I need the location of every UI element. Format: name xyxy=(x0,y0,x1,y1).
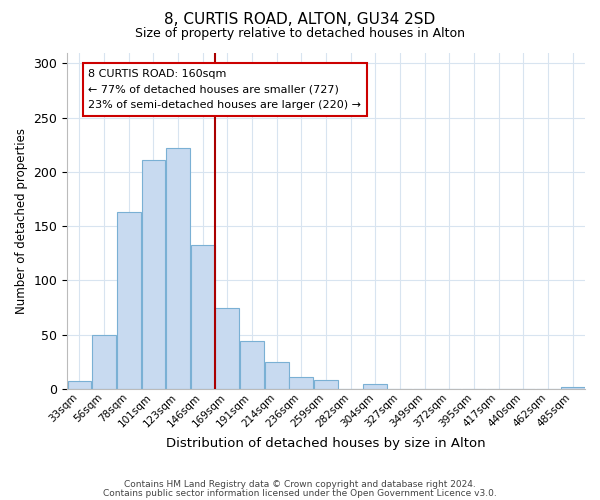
Text: 8, CURTIS ROAD, ALTON, GU34 2SD: 8, CURTIS ROAD, ALTON, GU34 2SD xyxy=(164,12,436,28)
Text: Contains public sector information licensed under the Open Government Licence v3: Contains public sector information licen… xyxy=(103,488,497,498)
Bar xyxy=(142,160,166,389)
Bar xyxy=(314,380,338,389)
X-axis label: Distribution of detached houses by size in Alton: Distribution of detached houses by size … xyxy=(166,437,486,450)
Bar xyxy=(215,308,239,389)
Bar xyxy=(68,382,91,389)
Bar xyxy=(117,212,141,389)
Text: Contains HM Land Registry data © Crown copyright and database right 2024.: Contains HM Land Registry data © Crown c… xyxy=(124,480,476,489)
Text: 8 CURTIS ROAD: 160sqm
← 77% of detached houses are smaller (727)
23% of semi-det: 8 CURTIS ROAD: 160sqm ← 77% of detached … xyxy=(88,69,361,110)
Text: Size of property relative to detached houses in Alton: Size of property relative to detached ho… xyxy=(135,28,465,40)
Bar xyxy=(561,387,584,389)
Bar xyxy=(240,342,264,389)
Bar xyxy=(191,244,215,389)
Y-axis label: Number of detached properties: Number of detached properties xyxy=(15,128,28,314)
Bar xyxy=(289,377,313,389)
Bar xyxy=(265,362,289,389)
Bar xyxy=(364,384,388,389)
Bar xyxy=(166,148,190,389)
Bar xyxy=(92,335,116,389)
